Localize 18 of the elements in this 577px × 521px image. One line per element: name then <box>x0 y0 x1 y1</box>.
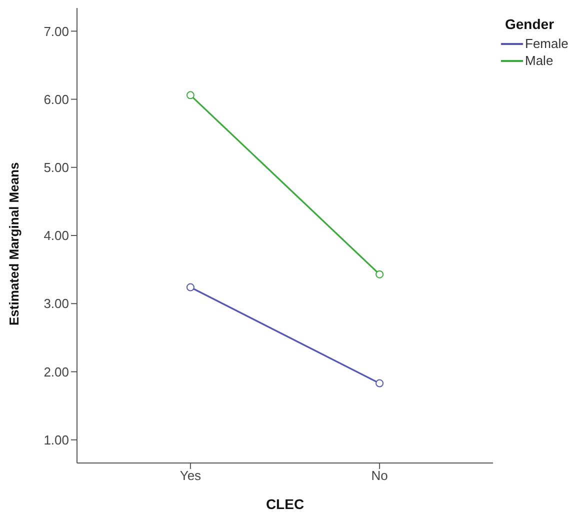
point <box>186 283 194 292</box>
y-tick-label: 7.00 <box>44 24 69 39</box>
legend-label: Female <box>524 35 568 52</box>
legend-title: Gender <box>505 16 556 32</box>
y-tick-label: 3.00 <box>44 296 69 312</box>
y-tick-label: 1.00 <box>44 432 69 448</box>
y-tick-label: 4.00 <box>44 228 69 244</box>
y-axis-title: Estimated Marginal Means <box>6 162 22 326</box>
y-tick-label: 5.00 <box>44 160 69 175</box>
point <box>376 379 384 388</box>
point <box>186 91 194 100</box>
y-tick-label: 2.00 <box>44 364 69 380</box>
x-tick-label: No <box>371 468 388 484</box>
legend-label: Male <box>524 52 554 69</box>
x-axis-title: CLEC <box>266 496 304 512</box>
y-tick-label: 6.00 <box>44 92 69 107</box>
x-tick-label: Yes <box>180 468 202 484</box>
point <box>376 270 384 278</box>
